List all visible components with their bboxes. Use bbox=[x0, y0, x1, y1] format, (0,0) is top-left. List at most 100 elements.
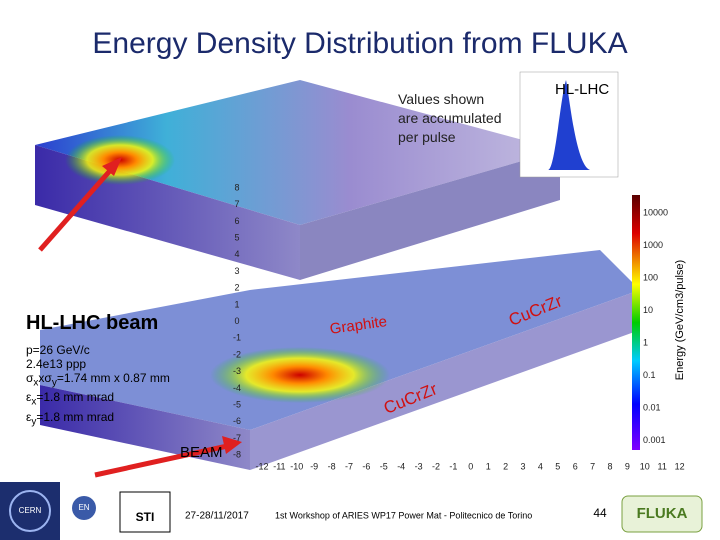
t: x bbox=[31, 396, 37, 408]
arrow-head bbox=[222, 436, 242, 454]
x-axis-label: -12 bbox=[255, 461, 268, 471]
t: ε bbox=[26, 390, 32, 405]
cern-logo bbox=[9, 490, 51, 532]
t: y bbox=[31, 416, 37, 428]
t: y bbox=[51, 377, 57, 389]
beam-info: HL-LHC beam p=26 GeV/c 2.4e13 ppp σxxσy=… bbox=[26, 312, 170, 429]
x-axis-label: 0 bbox=[468, 461, 473, 471]
t: =1.8 mm mrad bbox=[36, 390, 115, 405]
y-axis-label: -4 bbox=[233, 383, 241, 393]
colorbar-label: 0.01 bbox=[643, 402, 661, 412]
colorbar-label: 10000 bbox=[643, 207, 668, 217]
t: =1.74 mm x 0.87 mm bbox=[56, 371, 170, 385]
x-axis-label: -9 bbox=[310, 461, 318, 471]
page-number: 44 bbox=[593, 506, 607, 520]
x-axis-label: -3 bbox=[415, 461, 423, 471]
footer-date: 27-28/11/2017 bbox=[185, 511, 249, 522]
x-axis-label: 4 bbox=[538, 461, 543, 471]
block2-top bbox=[40, 250, 640, 430]
x-axis-label: -4 bbox=[397, 461, 405, 471]
t: ε bbox=[26, 409, 32, 424]
footer-event: 1st Workshop of ARIES WP17 Power Mat - P… bbox=[275, 510, 532, 520]
x-axis-label: 8 bbox=[607, 461, 612, 471]
inset-label: HL-LHC bbox=[555, 81, 609, 98]
y-axis-label: 7 bbox=[234, 199, 239, 209]
y-axis-label: 4 bbox=[234, 249, 239, 259]
y-axis-label: 1 bbox=[234, 299, 239, 309]
sti-logo bbox=[119, 491, 171, 533]
note-line: per pulse bbox=[398, 129, 456, 145]
colorbar-label: 100 bbox=[643, 272, 658, 282]
x-axis-label: -6 bbox=[362, 461, 370, 471]
x-axis-label: 11 bbox=[658, 461, 667, 471]
x-axis-label: 6 bbox=[573, 461, 578, 471]
y-axis-label: 3 bbox=[234, 266, 239, 276]
beam-line: σxxσy=1.74 mm x 0.87 mm bbox=[26, 371, 170, 390]
y-axis-label: 5 bbox=[234, 232, 239, 242]
fluka-logo bbox=[621, 495, 703, 533]
fluka-text: FLUKA bbox=[637, 505, 688, 522]
slide-title: Energy Density Distribution from FLUKA bbox=[92, 27, 627, 60]
beam-line: p=26 GeV/c bbox=[26, 343, 90, 357]
y-axis-label: 6 bbox=[234, 216, 239, 226]
y-axis-label: 0 bbox=[234, 316, 239, 326]
colorbar-label: 0.1 bbox=[643, 370, 656, 380]
beam-arrow bbox=[94, 442, 233, 478]
arrow-head bbox=[102, 157, 122, 176]
y-axis-label: -3 bbox=[233, 366, 241, 376]
colorbar-label: 1000 bbox=[643, 240, 663, 250]
x-axis-label: -11 bbox=[273, 461, 285, 471]
t: =1.8 mm mrad bbox=[36, 409, 115, 424]
x-axis-label: -8 bbox=[328, 461, 336, 471]
t: σ bbox=[26, 371, 34, 385]
en-text: EN bbox=[78, 503, 89, 512]
x-axis-label: 1 bbox=[486, 461, 491, 471]
sti-text: STI bbox=[136, 510, 155, 524]
y-axis-label: -6 bbox=[233, 416, 241, 426]
colorbar-title: Energy (GeV/cm3/pulse) bbox=[674, 260, 686, 380]
x-axis-label: 5 bbox=[555, 461, 560, 471]
beam-line: εy=1.8 mm mrad bbox=[26, 410, 170, 429]
x-axis-label: -10 bbox=[290, 461, 303, 471]
en-logo bbox=[72, 496, 96, 520]
x-axis-label: -7 bbox=[345, 461, 353, 471]
beam-label: BEAM bbox=[180, 444, 223, 461]
block-front bbox=[300, 150, 560, 280]
block2-side bbox=[40, 385, 250, 470]
x-axis-label: -2 bbox=[432, 461, 440, 471]
block2-front bbox=[250, 290, 640, 470]
y-axis-label: -8 bbox=[233, 450, 241, 460]
note: Values shown are accumulated per pulse bbox=[398, 90, 502, 147]
beam-line: εx=1.8 mm mrad bbox=[26, 390, 170, 409]
y-axis-label: -7 bbox=[233, 433, 241, 443]
beam-line: 2.4e13 ppp bbox=[26, 357, 87, 371]
beam-arrow bbox=[38, 163, 117, 252]
y-axis-label: -1 bbox=[233, 333, 241, 343]
colorbar-label: 10 bbox=[643, 305, 653, 315]
colorbar-label: 1 bbox=[643, 337, 648, 347]
x-axis-label: -1 bbox=[449, 461, 457, 471]
x-axis-label: -5 bbox=[380, 461, 388, 471]
colorbar-label: 0.001 bbox=[643, 435, 666, 445]
x-axis-label: 9 bbox=[625, 461, 630, 471]
hot-spot bbox=[210, 347, 390, 403]
beam-heading: HL-LHC beam bbox=[26, 312, 159, 334]
y-axis-label: -5 bbox=[233, 399, 241, 409]
x-axis-label: 2 bbox=[503, 461, 508, 471]
note-line: are accumulated bbox=[398, 110, 502, 126]
y-axis-label: -2 bbox=[233, 349, 241, 359]
x-axis-label: 12 bbox=[675, 461, 685, 471]
x-axis-label: 10 bbox=[640, 461, 650, 471]
t: xσ bbox=[38, 371, 52, 385]
x-axis-label: 7 bbox=[590, 461, 595, 471]
y-axis-label: 8 bbox=[234, 182, 239, 192]
t: x bbox=[33, 377, 39, 389]
inset-histogram bbox=[540, 80, 612, 170]
note-line: Values shown bbox=[398, 91, 485, 107]
cern-text: CERN bbox=[19, 506, 42, 515]
y-axis-label: 2 bbox=[234, 283, 239, 293]
colorbar bbox=[632, 195, 640, 450]
x-axis-label: 3 bbox=[520, 461, 525, 471]
